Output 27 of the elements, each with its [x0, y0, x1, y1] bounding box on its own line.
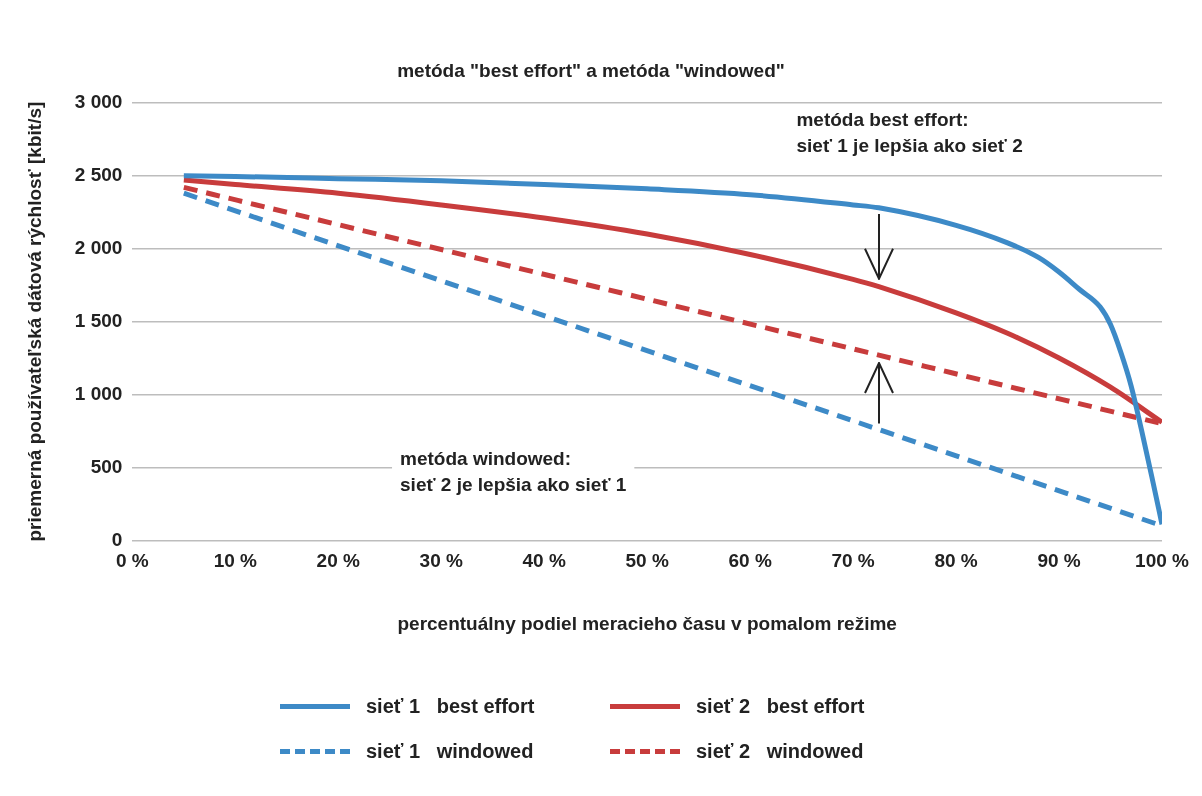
y-tick-label: 3 000 — [74, 91, 123, 113]
annotation: metóda best effort: sieť 1 je lepšia ako sieť 2 — [796, 108, 1023, 156]
y-tick-label: 1 000 — [74, 382, 123, 404]
x-tick-label: 50 % — [625, 550, 669, 572]
chart-title: metóda "best effort" a metóda "windowed" — [397, 59, 785, 81]
y-tick-label: 0 — [111, 528, 123, 550]
legend-label: sieť 2 best effort — [696, 695, 865, 718]
legend-label: sieť 1 best effort — [366, 695, 535, 718]
x-tick-label: 100 % — [1135, 550, 1190, 572]
y-tick-label: 1 500 — [74, 309, 123, 331]
x-tick-label: 0 % — [115, 550, 149, 572]
y-tick-label: 2 500 — [74, 163, 123, 185]
x-tick-label: 70 % — [831, 550, 875, 572]
y-axis-title: priemerná používateľská dátová rýchlosť [kbit/s] — [23, 101, 45, 542]
legend-label: sieť 2 windowed — [696, 740, 864, 763]
y-tick-label: 2 000 — [74, 236, 123, 258]
x-tick-label: 60 % — [728, 550, 772, 572]
legend-label: sieť 1 windowed — [366, 740, 534, 763]
y-tick-label: 500 — [90, 455, 123, 477]
x-tick-label: 80 % — [934, 550, 978, 572]
x-tick-label: 90 % — [1037, 550, 1081, 572]
x-tick-label: 20 % — [316, 550, 361, 572]
x-tick-label: 10 % — [213, 550, 258, 572]
annotation: metóda windowed: sieť 2 je lepšia ako sieť 1 — [400, 448, 627, 496]
x-axis-title: percentuálny podiel meracieho času v pomalom režime — [397, 612, 897, 634]
x-tick-label: 40 % — [522, 550, 566, 572]
x-tick-label: 30 % — [419, 550, 463, 572]
